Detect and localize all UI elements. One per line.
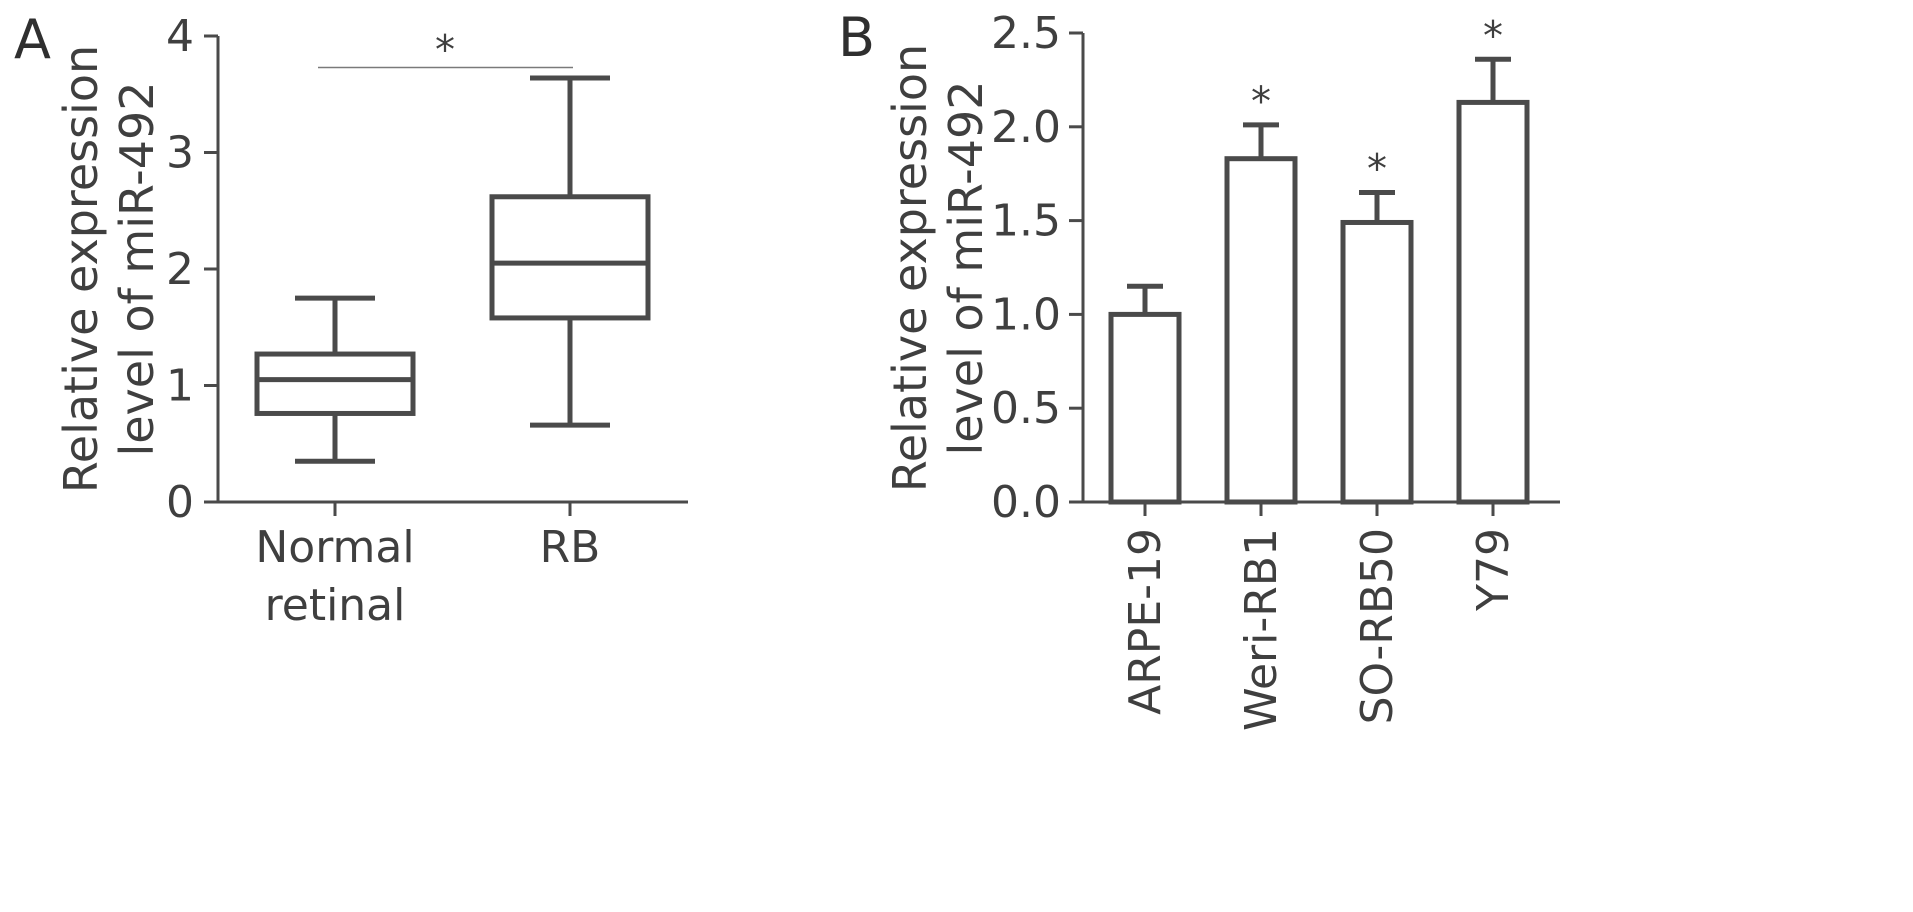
bar bbox=[1456, 99, 1530, 505]
y-tick-label-b: 0.5 bbox=[991, 383, 1061, 434]
panel-b: B 0.0 0.5 1.0 1.5 2.0 2.5 Relative expression le… bbox=[838, 6, 1560, 731]
x-tick-label-line: retinal bbox=[265, 580, 406, 631]
y-axis-label-b: level of miR-492 bbox=[939, 80, 993, 455]
x-tick-label-a: Normal retinal bbox=[255, 522, 414, 631]
y-tick-label-a: 2 bbox=[166, 244, 194, 295]
panel-label-b: B bbox=[838, 6, 875, 69]
bar-2 bbox=[1340, 189, 1414, 505]
bar bbox=[1108, 311, 1182, 505]
bar-1 bbox=[1224, 122, 1298, 505]
panel-a: A 0 1 2 3 4 Relative expression level of miR-49… bbox=[14, 8, 688, 631]
y-tick-label-b: 1.5 bbox=[991, 196, 1061, 247]
y-tick-label-b: 1.0 bbox=[991, 289, 1061, 340]
box-0 bbox=[254, 295, 416, 464]
y-tick-label-a: 0 bbox=[166, 477, 194, 528]
y-tick-label-b: 0.0 bbox=[991, 477, 1061, 528]
y-tick-label-a: 1 bbox=[166, 361, 194, 412]
significance-marker-b: * bbox=[1483, 13, 1503, 59]
box-iqr bbox=[489, 194, 651, 321]
bar-0 bbox=[1108, 283, 1182, 505]
y-tick-label-b: 2.5 bbox=[991, 8, 1061, 59]
x-tick-label-b: Y79 bbox=[1468, 528, 1519, 612]
bar-3 bbox=[1456, 56, 1530, 505]
panel-label-a: A bbox=[14, 8, 51, 71]
y-axis-label-b: Relative expression bbox=[883, 44, 937, 492]
significance-marker-b: * bbox=[1251, 79, 1271, 125]
x-tick-label-a: RB bbox=[540, 522, 601, 573]
y-tick-label-b: 2.0 bbox=[991, 102, 1061, 153]
y-tick-label-a: 3 bbox=[166, 128, 194, 179]
x-tick-label-b: Weri-RB1 bbox=[1236, 528, 1287, 731]
x-tick-label-line: Normal bbox=[255, 522, 414, 573]
bar bbox=[1224, 156, 1298, 505]
x-tick-label-line: RB bbox=[540, 522, 601, 573]
y-tick-label-a: 4 bbox=[166, 11, 194, 62]
x-tick-label-b: ARPE-19 bbox=[1120, 528, 1171, 715]
significance-marker-b: * bbox=[1367, 146, 1387, 192]
x-tick-label-b: SO-RB50 bbox=[1352, 528, 1403, 724]
box-iqr bbox=[254, 351, 416, 416]
bar bbox=[1340, 219, 1414, 505]
y-axis-label-a: level of miR-492 bbox=[110, 81, 164, 456]
box-1 bbox=[489, 75, 651, 428]
y-axis-label-a: Relative expression bbox=[54, 45, 108, 493]
significance-marker-a: * bbox=[435, 27, 455, 73]
